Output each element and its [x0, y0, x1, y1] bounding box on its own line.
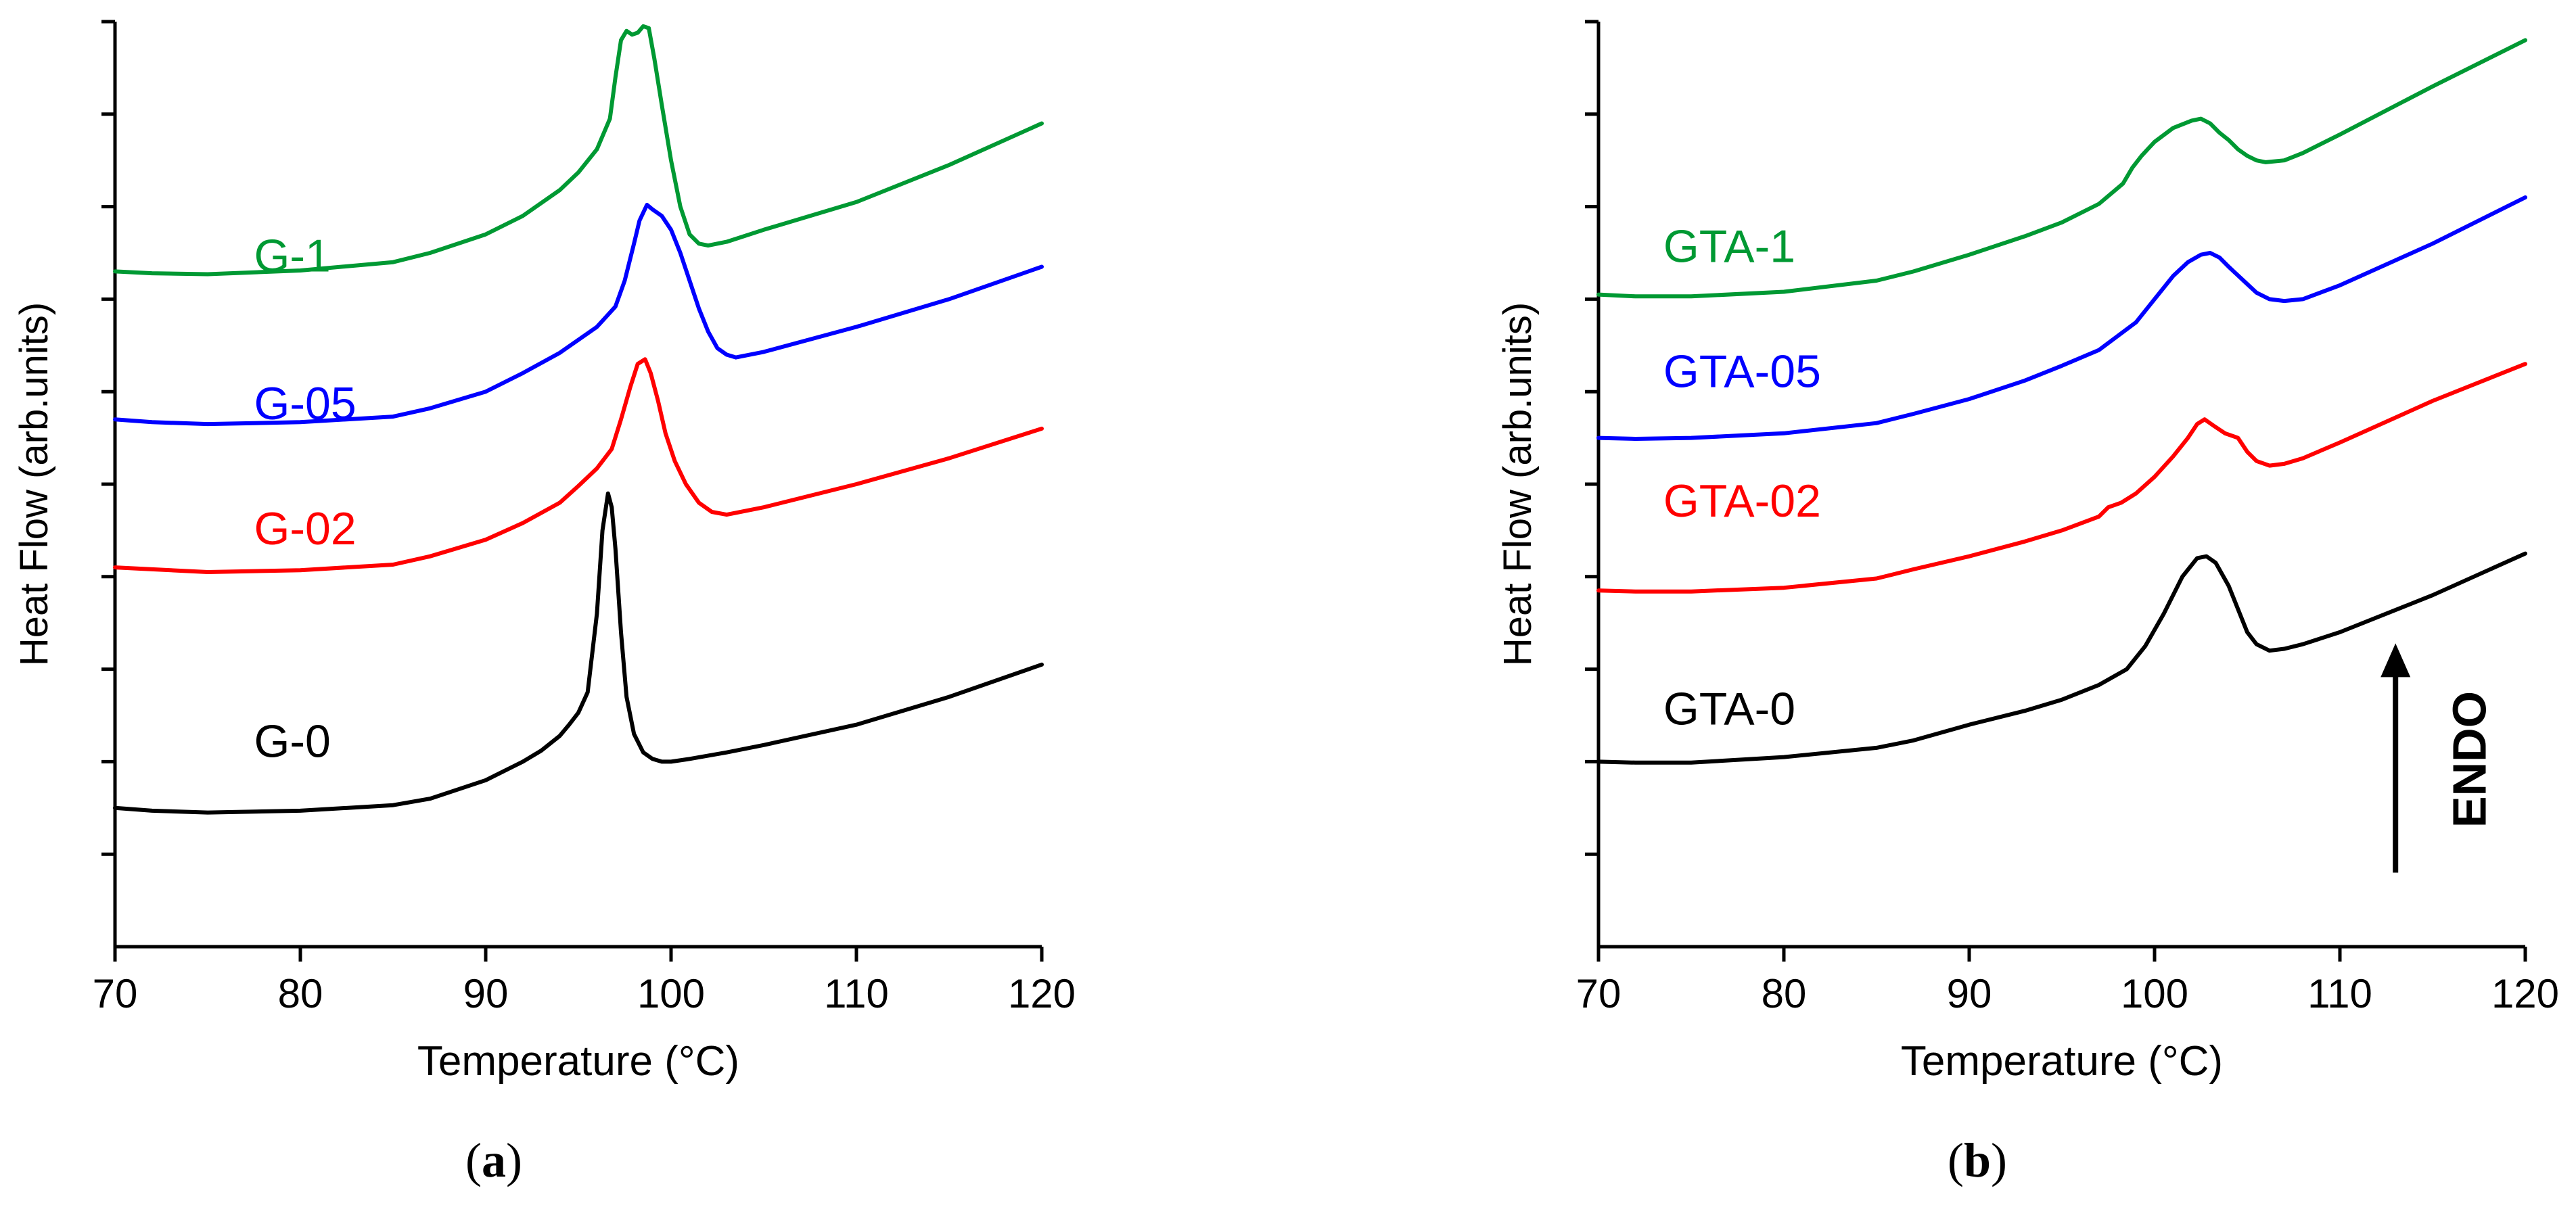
- panel-a-axes: 70 80 90 100 110 120: [93, 20, 1076, 1016]
- chart-panel-b: 70 80 90 100 110 120 GTA-0 GTA-02 GTA-05 GTA-1 T…: [1496, 20, 2559, 1187]
- panel-b-caption-letter: b: [1964, 1133, 1991, 1187]
- panel-b-plot-area: GTA-0 GTA-02 GTA-05 GTA-1: [1596, 38, 2527, 765]
- panel-b-y-axis-label: Heat Flow (arb.units): [1496, 302, 1540, 666]
- panel-a-x-axis-label: Temperature (°C): [417, 1038, 739, 1085]
- series-line-g-02: [113, 357, 1044, 574]
- panel-b-x-tick-label: 100: [2121, 971, 2188, 1016]
- series-line-gta-02: [1596, 362, 2527, 594]
- panel-a-x-tick-label: 70: [93, 971, 138, 1016]
- series-label-g-05: G-05: [254, 378, 356, 429]
- chart-panel-a: 70 80 90 100 110 120 G-0 G-02 G-05 G-1 Temperatu…: [12, 20, 1076, 1187]
- series-line-g-1: [113, 24, 1044, 277]
- panel-b-x-tick-label: 120: [2491, 971, 2559, 1016]
- panel-a-x-tick-label: 120: [1008, 971, 1076, 1016]
- series-label-g-1: G-1: [254, 230, 331, 281]
- panel-b-x-axis-label: Temperature (°C): [1901, 1038, 2223, 1085]
- panel-b-x-tick-label: 110: [2307, 971, 2372, 1016]
- series-line-g-0: [113, 491, 1044, 815]
- panel-b-x-tick-label: 80: [1762, 971, 1807, 1016]
- panel-a-x-tick-label: 110: [824, 971, 889, 1016]
- series-label-g-0: G-0: [254, 716, 331, 767]
- panel-a-x-tick-label: 100: [637, 971, 705, 1016]
- series-label-g-02: G-02: [254, 503, 356, 554]
- series-label-gta-02: GTA-02: [1663, 475, 1821, 527]
- series-line-gta-05: [1596, 195, 2527, 441]
- panel-b-axes: 70 80 90 100 110 120: [1576, 20, 2559, 1016]
- series-label-gta-05: GTA-05: [1663, 346, 1821, 397]
- panel-a-x-tick-label: 80: [278, 971, 323, 1016]
- series-label-gta-1: GTA-1: [1663, 221, 1795, 273]
- endo-label: ENDO: [2443, 691, 2496, 828]
- panel-a-x-tick-label: 90: [463, 971, 509, 1016]
- panel-b-caption: (b): [1948, 1133, 2007, 1187]
- panel-b-x-tick-label: 70: [1576, 971, 1622, 1016]
- panel-b-endo-annotation: ENDO: [2380, 643, 2496, 873]
- panel-a-plot-area: G-0 G-02 G-05 G-1: [113, 24, 1044, 815]
- series-line-g-05: [113, 202, 1044, 427]
- series-line-gta-0: [1596, 551, 2527, 765]
- endo-arrowhead-icon: [2380, 643, 2411, 678]
- series-label-gta-0: GTA-0: [1663, 684, 1795, 735]
- panel-a-y-axis-label: Heat Flow (arb.units): [12, 302, 56, 666]
- panel-a-caption-letter: a: [482, 1133, 506, 1187]
- series-line-gta-1: [1596, 38, 2527, 299]
- panel-b-x-tick-label: 90: [1947, 971, 1992, 1016]
- panel-a-caption: (a): [465, 1133, 522, 1187]
